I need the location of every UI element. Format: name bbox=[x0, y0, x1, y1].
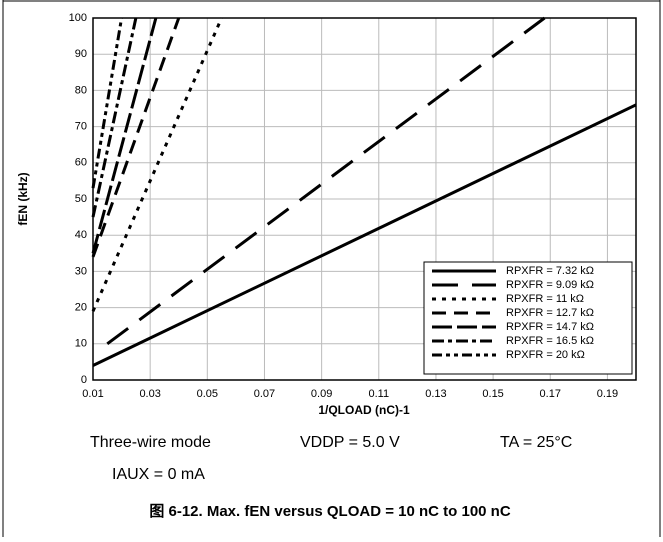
y-tick-label: 10 bbox=[75, 338, 87, 350]
series-line bbox=[91, 17, 158, 254]
legend-label: RPXFR = 7.32 kΩ bbox=[506, 265, 594, 277]
y-tick-label: 40 bbox=[75, 229, 87, 241]
legend-label: RPXFR = 11 kΩ bbox=[506, 293, 584, 305]
x-tick-label: 0.07 bbox=[254, 388, 275, 400]
series-line bbox=[91, 17, 223, 312]
y-tick-label: 90 bbox=[75, 48, 87, 60]
legend-label: RPXFR = 16.5 kΩ bbox=[506, 335, 594, 347]
y-tick-label: 60 bbox=[75, 157, 87, 169]
series-line bbox=[106, 16, 546, 346]
note: IAUX = 0 mA bbox=[112, 466, 205, 483]
note: VDDP = 5.0 V bbox=[300, 434, 400, 451]
y-tick-label: 20 bbox=[75, 302, 87, 314]
series-line bbox=[91, 17, 181, 258]
x-tick-label: 0.13 bbox=[425, 388, 446, 400]
x-tick-label: 0.11 bbox=[368, 388, 389, 400]
legend-label: RPXFR = 9.09 kΩ bbox=[506, 279, 594, 291]
y-axis-label: fEN (kHz) bbox=[16, 172, 30, 225]
legend-label: RPXFR = 14.7 kΩ bbox=[506, 321, 594, 333]
series-line bbox=[91, 17, 124, 189]
y-tick-label: 80 bbox=[75, 84, 87, 96]
y-tick-label: 30 bbox=[75, 265, 87, 277]
y-tick-label: 70 bbox=[75, 121, 87, 133]
series-line bbox=[92, 103, 637, 367]
legend-label: RPXFR = 20 kΩ bbox=[506, 349, 585, 361]
y-tick-label: 100 bbox=[69, 12, 87, 24]
x-tick-label: 0.09 bbox=[311, 388, 332, 400]
x-tick-label: 0.15 bbox=[482, 388, 503, 400]
legend-label: RPXFR = 12.7 kΩ bbox=[506, 307, 594, 319]
plot-border bbox=[92, 17, 637, 381]
y-tick-label: 0 bbox=[81, 374, 87, 386]
x-tick-label: 0.05 bbox=[197, 388, 218, 400]
x-tick-label: 0.03 bbox=[139, 388, 160, 400]
x-tick-label: 0.19 bbox=[597, 388, 618, 400]
x-tick-label: 0.17 bbox=[540, 388, 561, 400]
series-line bbox=[91, 17, 138, 218]
note: TA = 25°C bbox=[500, 434, 572, 451]
x-tick-label: 0.01 bbox=[82, 388, 103, 400]
note: Three-wire mode bbox=[90, 434, 211, 451]
y-tick-label: 50 bbox=[75, 193, 87, 205]
caption: 图 6-12. Max. fEN versus QLOAD = 10 nC to… bbox=[149, 503, 511, 520]
legend-box bbox=[423, 261, 633, 375]
x-axis-label: 1/QLOAD (nC)-1 bbox=[318, 403, 410, 417]
